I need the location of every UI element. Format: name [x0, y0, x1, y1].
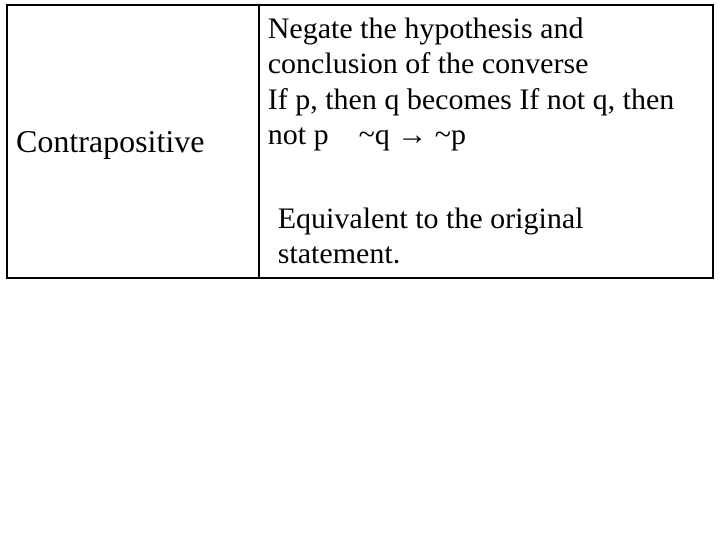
- definition-line-1: Negate the hypothesis and conclusion of …: [268, 12, 704, 81]
- definition-text: If p, then q becomes If not q, then not …: [268, 83, 675, 151]
- spacer: [268, 154, 704, 202]
- definition-table: Contrapositive Negate the hypothesis and…: [6, 4, 714, 279]
- table-row: Contrapositive Negate the hypothesis and…: [7, 5, 713, 278]
- definition-cell: Negate the hypothesis and conclusion of …: [259, 5, 713, 278]
- logic-symbols: ~q → ~p: [359, 118, 466, 151]
- term-label: Contrapositive: [16, 123, 204, 159]
- definition-line-2: If p, then q becomes If not q, then not …: [268, 83, 704, 152]
- definition-line-3: Equivalent to the original statement.: [268, 202, 704, 271]
- term-cell: Contrapositive: [7, 5, 259, 278]
